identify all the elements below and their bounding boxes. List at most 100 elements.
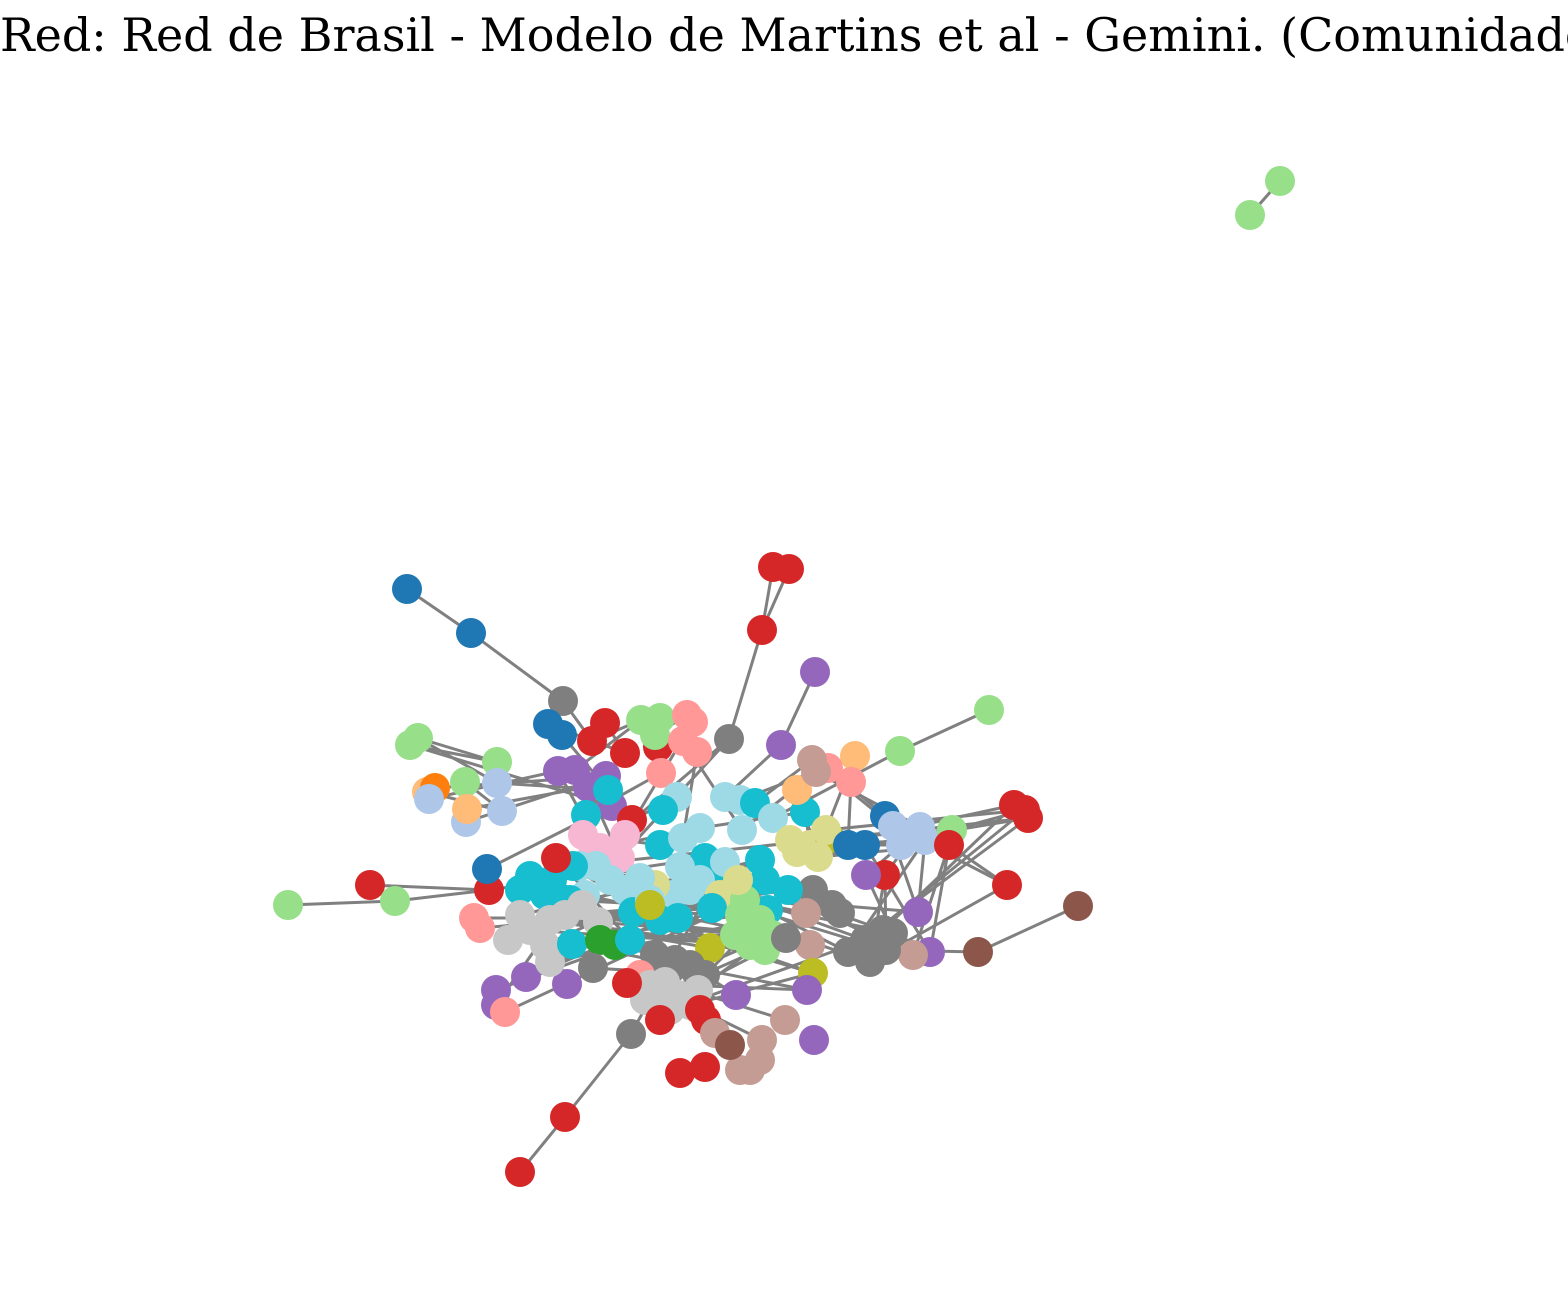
graph-node [898,940,928,970]
graph-node [795,930,825,960]
graph-edge [287,899,396,907]
graph-node [450,767,480,797]
graph-node [577,726,607,756]
graph-node [530,880,560,910]
graph-node [771,923,801,953]
graph-node [833,830,863,860]
graph-node [745,1045,775,1075]
graph-node [715,1030,745,1060]
graph-node [535,947,565,977]
graph-node [578,953,608,983]
graph-node [747,615,777,645]
graph-node [567,890,597,920]
graph-node [610,738,640,768]
graph-node [974,695,1004,725]
graph-edge [977,904,1079,954]
graph-node [392,574,422,604]
graph-node [791,898,821,928]
graph-node [992,870,1022,900]
graph-node [610,820,640,850]
graph-node [723,865,753,895]
graph-edge [470,631,564,703]
graph-node [550,1102,580,1132]
graph-node [456,618,486,648]
graph-node [472,854,502,884]
graph-node [452,794,482,824]
graph-node [615,925,645,955]
graph-node [505,1157,535,1187]
graph-node [645,1005,675,1035]
graph-node [878,918,908,948]
graph-node [798,875,828,905]
graph-node [714,724,744,754]
graph-node [800,657,830,687]
graph-node [801,757,831,787]
graph-node [612,968,642,998]
graph-node [782,837,812,867]
graph-node [851,860,881,890]
graph-node [635,890,665,920]
graph-node [903,897,933,927]
graph-node [380,886,410,916]
graph-node [665,852,695,882]
graph-node [695,933,725,963]
graph-node [840,741,870,771]
graph-node [886,830,916,860]
graph-node [1063,891,1093,921]
graph-node [934,830,964,860]
graph-edge [863,844,932,953]
graph-node [766,730,796,760]
graph-node [758,803,788,833]
graph-node [963,937,993,967]
graph-node [395,730,425,760]
graph-node [646,758,676,788]
graph-node [593,775,623,805]
graph-node [640,720,670,750]
graph-node [910,825,940,855]
graph-node [773,875,803,905]
graph-node [721,980,751,1010]
graph-node [1013,803,1043,833]
graph-node [799,1025,829,1055]
graph-node [645,830,675,860]
graph-node [825,898,855,928]
graph-node [648,795,678,825]
graph-edge [727,629,764,740]
graph-node [511,962,541,992]
graph-node [745,905,775,935]
graph-node [750,865,780,895]
graph-node [685,813,715,843]
graph-edge [394,888,490,903]
graph-node [682,737,712,767]
graph-node [552,969,582,999]
graph-node [1235,200,1265,230]
graph-node [547,720,577,750]
graph-node [836,767,866,797]
graph-node [548,686,578,716]
graph-node [465,913,495,943]
graph-node [487,796,517,826]
graph-node [414,784,444,814]
graph-node [697,893,727,923]
graph-node [541,843,571,873]
graph-title: Red: Red de Brasil - Modelo de Martins e… [0,8,1568,62]
graph-node [774,554,804,584]
graph-node [782,775,812,805]
graph-node [770,1005,800,1035]
graph-node [482,768,512,798]
graph-edge [899,708,990,753]
graph-node [273,890,303,920]
graph-node [1265,166,1295,196]
node-layer [273,166,1295,1187]
graph-node [690,1052,720,1082]
graph-edge [369,883,490,892]
graph-node [665,1058,695,1088]
graph-node [811,815,841,845]
graph-node [616,1019,646,1049]
graph-node [885,736,915,766]
graph-node [557,929,587,959]
graph-node [675,875,705,905]
graph-edge [563,1033,633,1118]
graph-node [355,870,385,900]
